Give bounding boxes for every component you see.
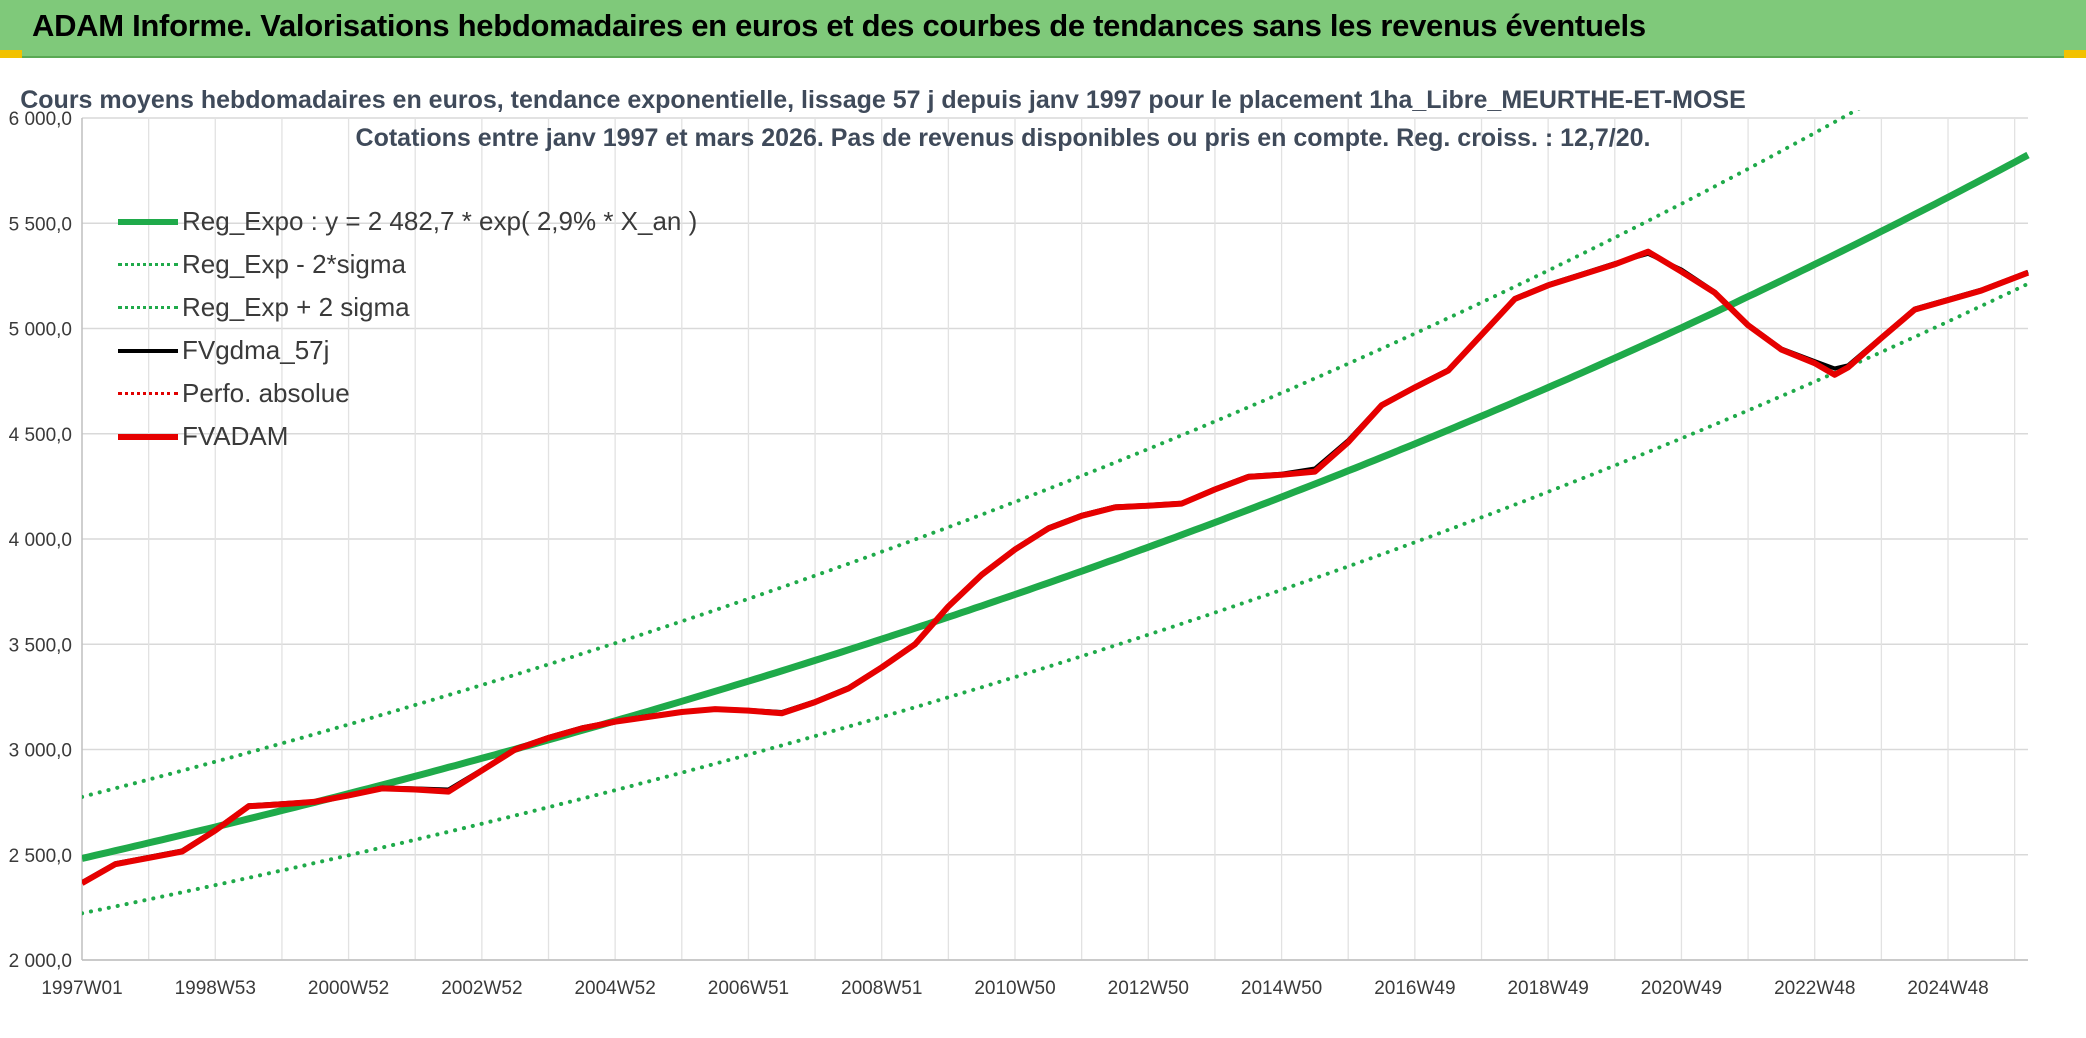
grid: [82, 117, 2028, 961]
x-tick-label: 2022W48: [1774, 978, 1855, 999]
legend-label: Reg_Expo : y = 2 482,7 * exp( 2,9% * X_a…: [182, 206, 698, 236]
page-title: ADAM Informe. Valorisations hebdomadaire…: [32, 8, 1646, 43]
y-tick-label: 5 000,0: [9, 320, 72, 341]
legend-item: Reg_Exp + 2 sigma: [118, 286, 697, 329]
legend-item: Perfo. absolue: [118, 372, 697, 415]
legend-swatch: [118, 348, 178, 353]
x-tick-label: 2000W52: [308, 978, 389, 999]
chart-title: Cours moyens hebdomadaires en euros, ten…: [20, 86, 1746, 114]
chart-area: 2 000,0 2 500,0 3 000,0 3 500,0 4 000,0 4 500…: [0, 58, 2086, 1038]
x-tick-label: 2016W49: [1374, 978, 1455, 999]
x-tick-label: 2018W49: [1507, 978, 1588, 999]
x-tick-label: 2008W51: [841, 978, 922, 999]
x-tick-label: 1998W53: [175, 978, 256, 999]
legend: Reg_Expo : y = 2 482,7 * exp( 2,9% * X_a…: [118, 200, 697, 458]
legend-swatch: [118, 433, 178, 440]
y-tick-label: 4 000,0: [9, 530, 72, 551]
corner-accent-left: [0, 50, 22, 58]
legend-label: FVgdma_57j: [182, 335, 330, 365]
legend-item: FVADAM: [118, 415, 697, 458]
series-reg-exp-plus-2sigma: [82, 110, 1861, 799]
legend-item: Reg_Expo : y = 2 482,7 * exp( 2,9% * X_a…: [118, 200, 697, 243]
legend-swatch: [118, 263, 178, 266]
corner-accent-right: [2064, 50, 2086, 58]
y-tick-label: 2 500,0: [9, 846, 72, 867]
y-tick-label: 3 500,0: [9, 635, 72, 656]
y-tick-label: 2 000,0: [9, 951, 72, 972]
y-tick-label: 4 500,0: [9, 425, 72, 446]
x-tick-label: 2012W50: [1108, 978, 1189, 999]
x-tick-label: 2010W50: [974, 978, 1055, 999]
x-tick-label: 2020W49: [1641, 978, 1722, 999]
x-tick-label: 2024W48: [1907, 978, 1988, 999]
header-banner: ADAM Informe. Valorisations hebdomadaire…: [0, 0, 2086, 58]
y-tick-label: 3 000,0: [9, 741, 72, 762]
legend-label: Perfo. absolue: [182, 378, 350, 408]
x-tick-label: 1997W01: [41, 978, 122, 999]
series-fvadam: [82, 248, 2030, 886]
series-reg-expo: [82, 151, 2030, 862]
legend-item: Reg_Exp - 2*sigma: [118, 243, 697, 286]
y-tick-label: 5 500,0: [9, 214, 72, 235]
x-tick-label: 2006W51: [708, 978, 789, 999]
x-tick-label: 2014W50: [1241, 978, 1322, 999]
chart-subtitle: Cotations entre janv 1997 et mars 2026. …: [355, 124, 1651, 152]
legend-label: Reg_Exp - 2*sigma: [182, 249, 406, 279]
legend-swatch: [118, 306, 178, 309]
legend-swatch: [118, 392, 178, 395]
legend-label: FVADAM: [182, 421, 289, 451]
legend-item: FVgdma_57j: [118, 329, 697, 372]
x-tick-label: 2004W52: [574, 978, 655, 999]
legend-label: Reg_Exp + 2 sigma: [182, 292, 410, 322]
axes: 2 000,0 2 500,0 3 000,0 3 500,0 4 000,0 4 500…: [9, 109, 2028, 999]
series-layer: [82, 110, 2030, 916]
legend-swatch: [118, 218, 178, 225]
y-tick-label: 6 000,0: [9, 109, 72, 130]
line-chart: 2 000,0 2 500,0 3 000,0 3 500,0 4 000,0 4 500…: [9, 109, 2030, 999]
x-tick-label: 2002W52: [441, 978, 522, 999]
